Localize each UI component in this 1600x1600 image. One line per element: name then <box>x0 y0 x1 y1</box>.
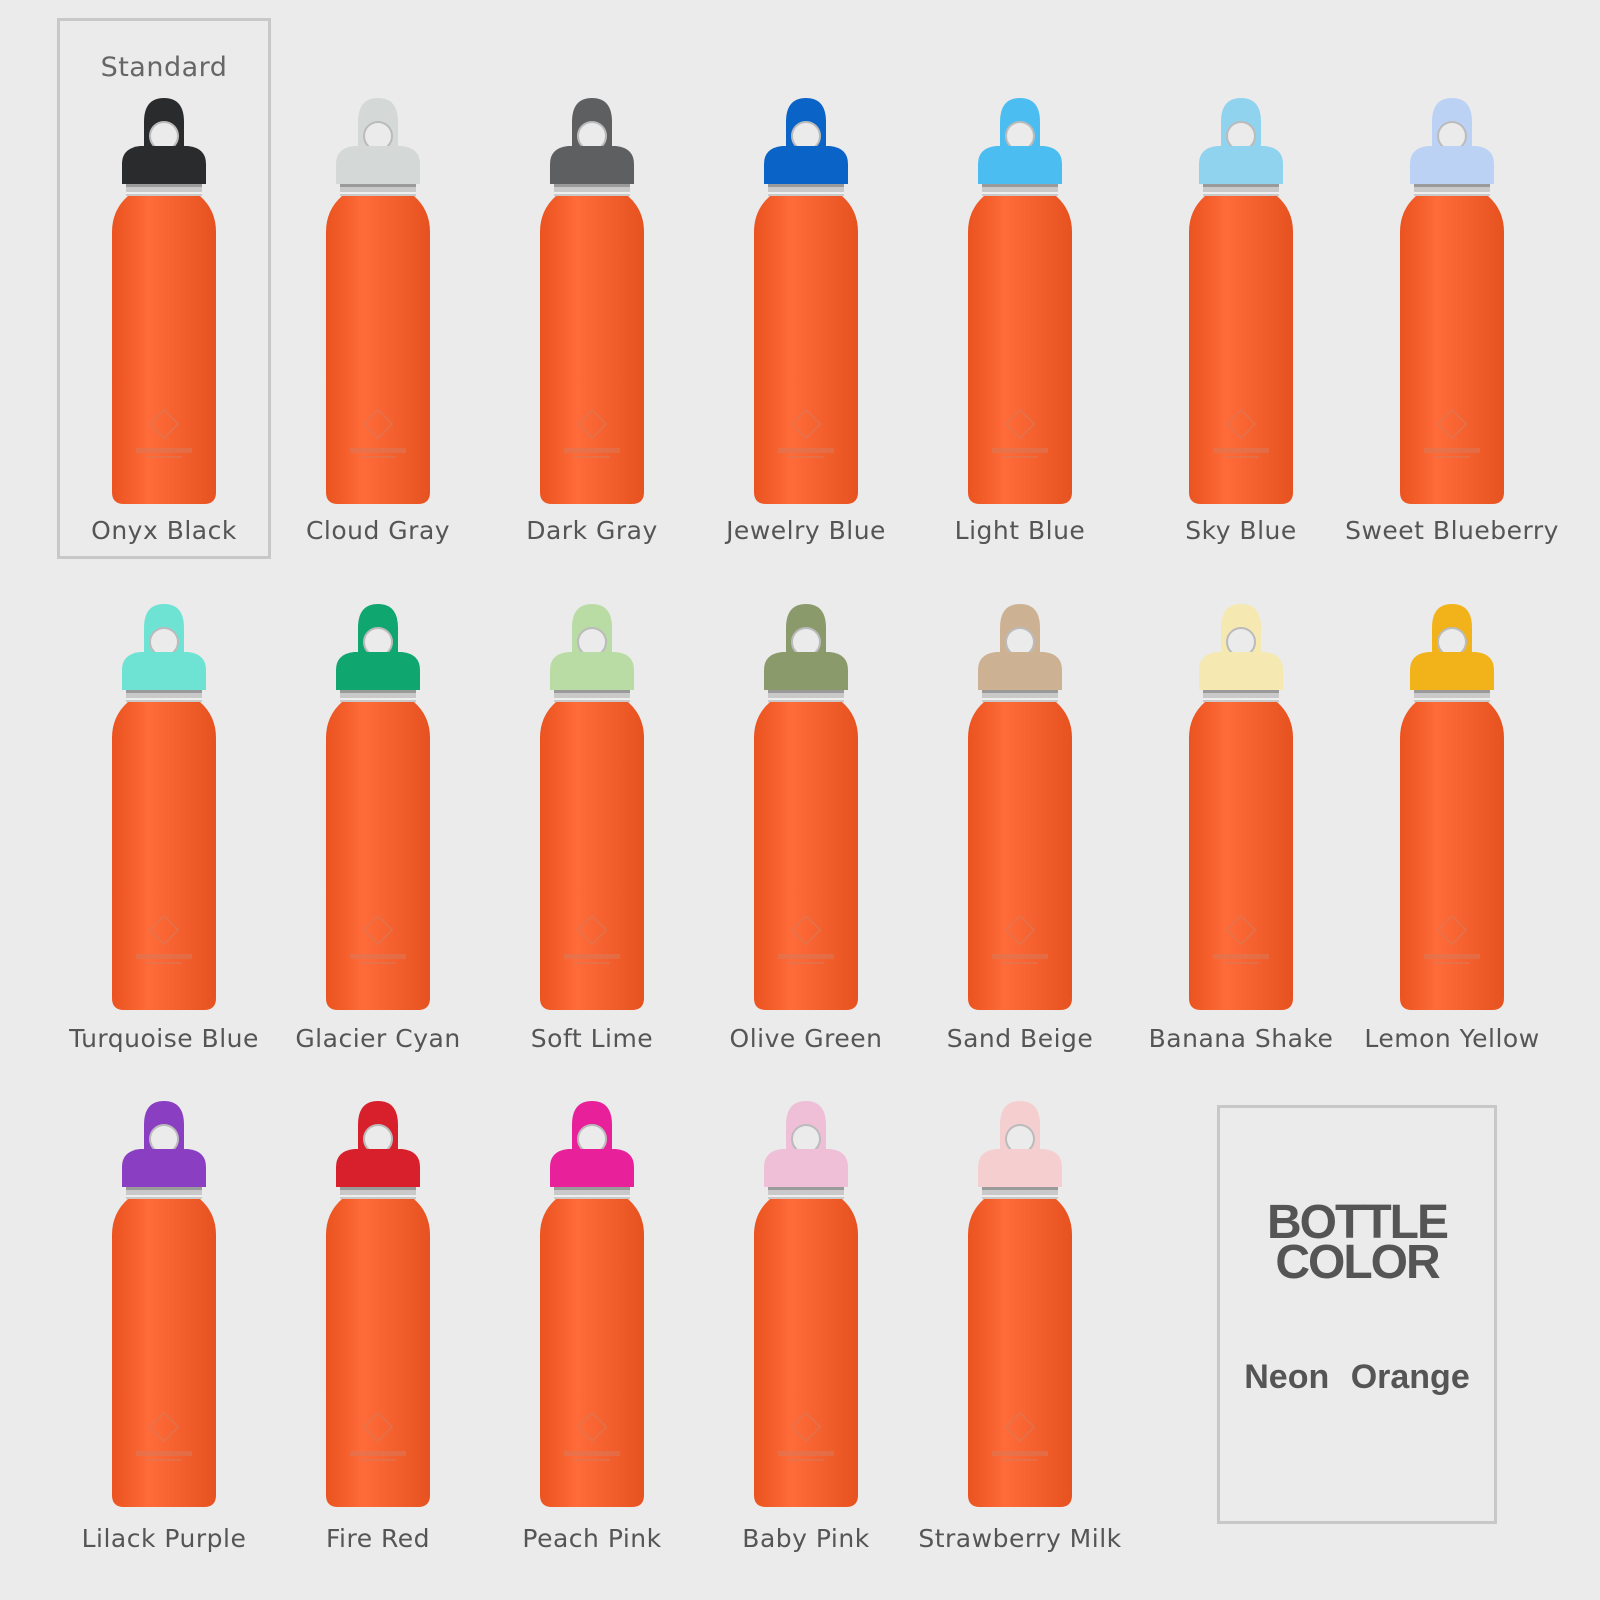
color-option: Peach Pink <box>485 1095 699 1564</box>
color-option: Lemon Yellow <box>1345 598 1559 1064</box>
bottle-image <box>324 598 432 1018</box>
color-option: Strawberry Milk <box>913 1095 1127 1564</box>
bottle-image <box>1187 92 1295 512</box>
bottle-image <box>966 598 1074 1018</box>
bottle-image <box>324 1095 432 1515</box>
color-name-label: Jewelry Blue <box>726 516 886 545</box>
color-name-label: Olive Green <box>729 1024 883 1053</box>
color-name-label: Banana Shake <box>1148 1024 1334 1053</box>
color-name-label: Dark Gray <box>526 516 658 545</box>
bottle-image <box>110 598 218 1018</box>
color-name-label: Onyx Black <box>91 516 237 545</box>
color-option: Sand Beige <box>913 598 1127 1064</box>
color-option: Sweet Blueberry <box>1345 92 1559 556</box>
bottle-image <box>752 1095 860 1515</box>
color-option: Cloud Gray <box>271 92 485 556</box>
legend-title: BOTTLE COLOR <box>1267 1196 1449 1289</box>
color-name-label: Fire Red <box>325 1524 431 1553</box>
color-option: Baby Pink <box>699 1095 913 1564</box>
bottle-image <box>324 92 432 512</box>
color-name-label: Lilack Purple <box>81 1524 247 1553</box>
bottle-image <box>1187 598 1295 1018</box>
color-name-label: Sand Beige <box>946 1024 1094 1053</box>
color-name-label: Peach Pink <box>522 1524 662 1553</box>
color-name-label: Lemon Yellow <box>1364 1024 1540 1053</box>
standard-label: Standard <box>100 52 228 83</box>
bottle-image <box>966 1095 1074 1515</box>
color-name-label: Turquoise Blue <box>69 1024 259 1053</box>
color-option: Onyx Black <box>57 92 271 556</box>
color-option: Sky Blue <box>1134 92 1348 556</box>
bottle-image <box>110 92 218 512</box>
color-option: Jewelry Blue <box>699 92 913 556</box>
color-option: Fire Red <box>271 1095 485 1564</box>
bottle-image <box>1398 92 1506 512</box>
legend-bottle-color: Neon Orange <box>1244 1358 1470 1396</box>
color-option: Glacier Cyan <box>271 598 485 1064</box>
standard-highlight-box <box>57 18 271 559</box>
bottle-color-legend: BOTTLE COLOR Neon Orange <box>1217 1105 1497 1524</box>
color-name-label: Soft Lime <box>530 1024 654 1053</box>
bottle-image <box>966 92 1074 512</box>
color-option: Turquoise Blue <box>57 598 271 1064</box>
bottle-image <box>752 598 860 1018</box>
bottle-image <box>538 598 646 1018</box>
bottle-image <box>1398 598 1506 1018</box>
color-name-label: Sweet Blueberry <box>1345 516 1559 545</box>
color-option: Lilack Purple <box>57 1095 271 1564</box>
color-name-label: Strawberry Milk <box>918 1524 1122 1553</box>
bottle-image <box>538 1095 646 1515</box>
bottle-image <box>752 92 860 512</box>
color-name-label: Sky Blue <box>1185 516 1297 545</box>
color-option: Soft Lime <box>485 598 699 1064</box>
bottle-image <box>110 1095 218 1515</box>
color-option: Banana Shake <box>1134 598 1348 1064</box>
color-name-label: Cloud Gray <box>305 516 451 545</box>
color-name-label: Light Blue <box>954 516 1086 545</box>
color-option: Olive Green <box>699 598 913 1064</box>
color-option: Light Blue <box>913 92 1127 556</box>
color-option: Dark Gray <box>485 92 699 556</box>
color-name-label: Baby Pink <box>742 1524 870 1553</box>
color-name-label: Glacier Cyan <box>295 1024 461 1053</box>
bottle-image <box>538 92 646 512</box>
